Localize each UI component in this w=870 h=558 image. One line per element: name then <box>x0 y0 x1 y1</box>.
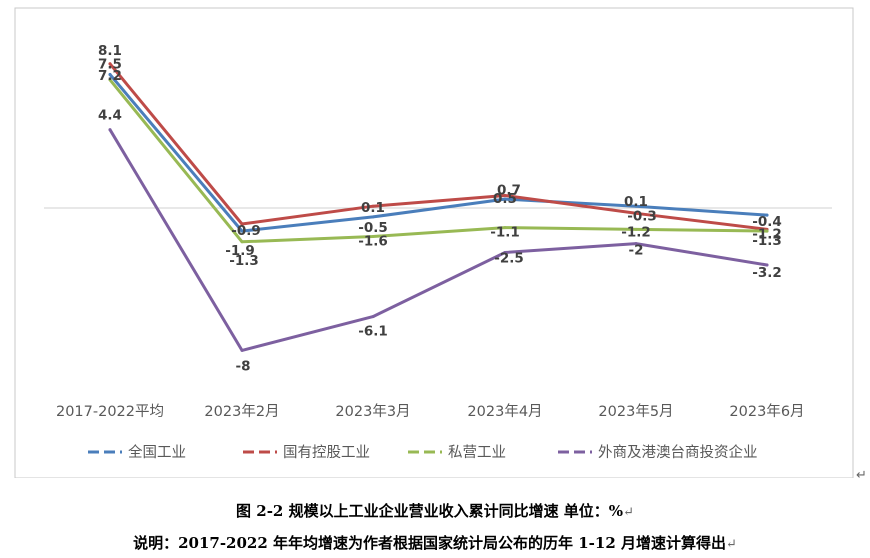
chart-return-mark: ↵ <box>856 468 867 483</box>
data-label: -1.6 <box>358 234 388 250</box>
data-point <box>634 242 638 246</box>
data-point <box>240 229 244 233</box>
data-label: -0.9 <box>231 223 261 239</box>
legend-label: 全国工业 <box>128 443 186 461</box>
data-point <box>108 73 112 76</box>
series-line <box>108 62 769 231</box>
series-line <box>108 78 769 244</box>
caption-return-mark: ↵ <box>623 505 634 520</box>
figure-caption-text: 图 2-2 规模以上工业企业营业收入累计同比增速 单位：% <box>236 502 624 520</box>
data-point <box>240 348 244 352</box>
data-label: 7.5 <box>98 57 122 73</box>
data-label: 4.4 <box>98 108 122 124</box>
data-point <box>503 251 507 254</box>
data-point <box>503 197 507 201</box>
x-tick-label: 2023年5月 <box>598 403 673 420</box>
data-label: -1.3 <box>229 253 259 269</box>
figure-note-text: 说明：2017-2022 年年均增速为作者根据国家统计局公布的历年 1-12 月… <box>133 534 727 552</box>
chart: 2017-2022平均 2023年2月 2023年3月 2023年4月 2023年5月 2… <box>14 7 854 479</box>
x-tick-label: 2023年2月 <box>204 403 279 420</box>
note-return-mark: ↵ <box>726 537 737 552</box>
data-label: -6.1 <box>358 324 388 340</box>
data-label: 0.1 <box>361 200 385 216</box>
data-point <box>108 62 112 66</box>
data-label: 0.5 <box>493 191 517 207</box>
x-tick-label: 2023年3月 <box>335 403 410 420</box>
data-point <box>634 227 638 231</box>
data-point <box>503 226 507 230</box>
data-label: -1.3 <box>752 233 782 249</box>
data-label: -0.4 <box>752 214 782 230</box>
data-label: -8 <box>236 358 251 374</box>
data-label: -1.2 <box>621 224 651 240</box>
x-tick-label: 2017-2022平均 <box>56 403 164 420</box>
legend-label: 外商及港澳台商投资企业 <box>598 443 758 461</box>
data-label: -0.5 <box>358 220 388 236</box>
series-line <box>108 73 769 233</box>
data-label: 7.2 <box>98 68 122 84</box>
data-point <box>634 204 638 208</box>
chart-frame <box>14 7 854 479</box>
data-label: -3.2 <box>752 265 782 281</box>
data-label: -0.3 <box>627 208 657 224</box>
data-label: -1.9 <box>225 243 255 259</box>
series-line <box>108 128 769 352</box>
data-point <box>371 235 375 238</box>
data-point <box>240 240 244 244</box>
data-point <box>371 204 375 208</box>
legend-label: 私营工业 <box>448 444 506 461</box>
data-label: -1.2 <box>752 226 782 242</box>
data-point <box>371 315 375 319</box>
figure-caption: 图 2-2 规模以上工业企业营业收入累计同比增速 单位：%↵ <box>0 500 870 521</box>
data-point <box>503 194 507 197</box>
data-point <box>765 263 769 267</box>
legend-label: 国有控股工业 <box>283 444 370 461</box>
data-point <box>371 215 375 219</box>
x-tick-label: 2023年4月 <box>467 403 542 420</box>
data-point <box>108 128 112 132</box>
figure-note: 说明：2017-2022 年年均增速为作者根据国家统计局公布的历年 1-12 月… <box>0 532 870 553</box>
data-label: -2.5 <box>494 251 524 267</box>
data-label: 0.1 <box>624 194 648 210</box>
data-label: 0.7 <box>497 183 521 199</box>
data-point <box>634 211 638 215</box>
data-point <box>240 222 244 226</box>
x-tick-label: 2023年6月 <box>729 403 804 420</box>
data-label: -2 <box>629 243 644 259</box>
data-point <box>765 229 769 233</box>
data-label: 8.1 <box>98 43 122 59</box>
data-point <box>108 78 112 82</box>
data-point <box>765 213 769 217</box>
data-label: -1.1 <box>490 225 520 241</box>
line-chart-svg: 2017-2022平均 2023年2月 2023年3月 2023年4月 2023年5月 2… <box>14 7 854 479</box>
